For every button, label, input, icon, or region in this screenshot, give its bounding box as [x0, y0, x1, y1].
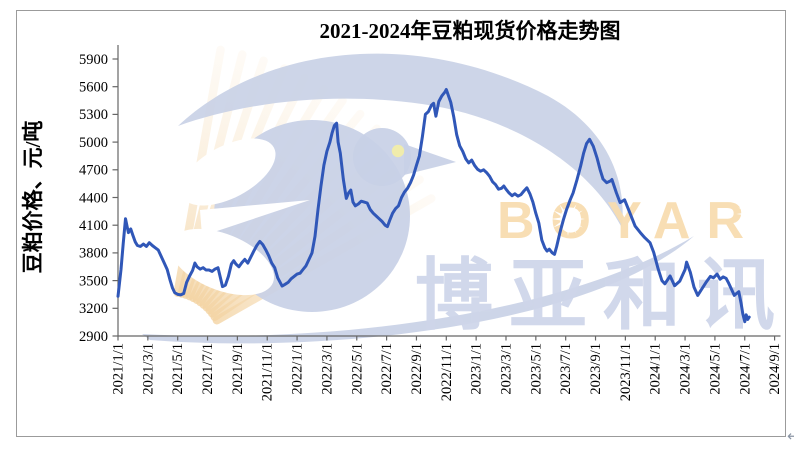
dove-eye-icon — [391, 144, 405, 158]
y-tick-label: 2900 — [79, 329, 108, 345]
watermark-brand-cn: 博亚和讯 — [415, 252, 791, 339]
y-tick-label: 5000 — [79, 135, 108, 151]
watermark-brand-en: BOYAR — [497, 192, 760, 250]
y-tick-label: 4100 — [79, 218, 108, 234]
x-tick-label: 2023/11/1 — [618, 343, 634, 401]
y-tick-label: 3800 — [79, 246, 108, 262]
x-tick-label: 2021/11/1 — [260, 343, 276, 401]
watermark-dove — [142, 53, 694, 344]
x-tick-label: 2021/7/1 — [200, 343, 216, 395]
x-tick-label: 2024/9/1 — [767, 343, 783, 395]
dove-tail-swoosh — [142, 236, 694, 344]
dove-wing — [178, 53, 623, 228]
chart-frame — [16, 10, 786, 437]
x-tick-label: 2021/3/1 — [140, 343, 156, 395]
y-tick-label: 5300 — [79, 107, 108, 123]
x-tick-label: 2022/7/1 — [379, 343, 395, 395]
x-tick-label: 2022/5/1 — [349, 343, 365, 395]
x-tick-label: 2023/9/1 — [588, 343, 604, 395]
x-tick-label: 2021/1/1 — [111, 343, 127, 395]
paragraph-return-mark: ↵ — [787, 428, 794, 445]
dove-head — [353, 128, 411, 186]
x-tick-label: 2022/1/1 — [290, 343, 306, 395]
x-tick-label: 2023/3/1 — [498, 343, 514, 395]
y-tick-label: 3200 — [79, 301, 108, 317]
x-tick-label: 2023/1/1 — [469, 343, 485, 395]
axis-labels: 5900 5600 5300 5000 4700 4400 4100 3800 3500 3200… — [79, 52, 783, 401]
dove-body-notch — [200, 200, 310, 236]
y-tick-label: 5900 — [79, 52, 108, 68]
y-tick-label: 4400 — [79, 190, 108, 206]
x-tick-label: 2024/7/1 — [737, 343, 753, 395]
x-tick-label: 2023/5/1 — [528, 343, 544, 395]
starburst-icon — [736, 200, 764, 228]
x-tick-label: 2024/1/1 — [648, 343, 664, 395]
x-tick-label: 2021/9/1 — [230, 343, 246, 395]
x-tick-label: 2023/7/1 — [558, 343, 574, 395]
starburst-icon — [551, 202, 585, 236]
boyar-watermark: BOYAR 博亚和讯 — [142, 45, 791, 344]
x-tick-label: 2022/9/1 — [409, 343, 425, 395]
x-tick-label: 2024/5/1 — [707, 343, 723, 395]
dove-body-notch — [180, 138, 276, 206]
y-tick-label: 5600 — [79, 80, 108, 96]
chart-title: 2021-2024年豆粕现货价格走势图 — [320, 19, 621, 43]
y-tick-label: 4700 — [79, 163, 108, 179]
x-tick-label: 2022/11/1 — [439, 343, 455, 401]
y-axis-title: 豆粕价格、元/吨 — [21, 121, 45, 274]
x-tick-label: 2024/3/1 — [678, 343, 694, 395]
y-tick-label: 3500 — [79, 273, 108, 289]
dove-body-notch — [169, 228, 275, 296]
dove-beak-icon — [404, 144, 456, 175]
x-tick-label: 2022/3/1 — [319, 343, 335, 395]
x-tick-label: 2021/5/1 — [170, 343, 186, 395]
price-line-series — [116, 88, 751, 324]
